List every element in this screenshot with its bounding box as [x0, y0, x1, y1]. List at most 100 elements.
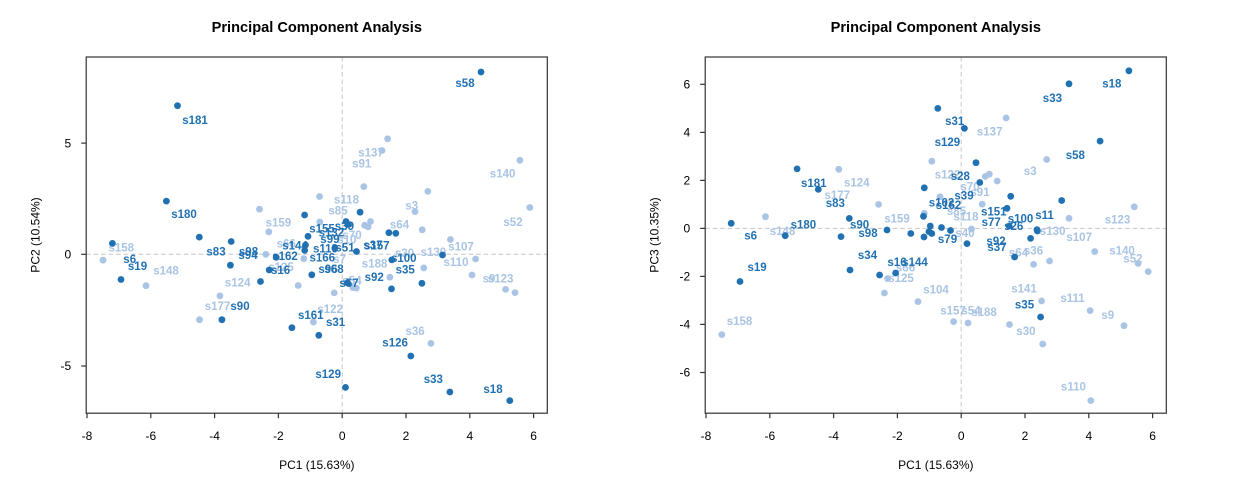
svg-text:s123: s123 [1105, 215, 1131, 227]
svg-text:s140: s140 [490, 169, 516, 181]
svg-text:0: 0 [684, 222, 691, 236]
svg-text:s19: s19 [748, 262, 767, 274]
svg-text:s77: s77 [982, 217, 1001, 229]
svg-text:s104: s104 [923, 284, 949, 296]
svg-text:5: 5 [65, 136, 72, 150]
svg-text:6: 6 [1149, 429, 1156, 443]
svg-text:s123: s123 [488, 273, 514, 285]
svg-text:s85: s85 [947, 206, 967, 218]
svg-text:s107: s107 [1066, 232, 1092, 244]
svg-text:s107: s107 [448, 242, 474, 254]
svg-text:s119: s119 [313, 244, 338, 256]
svg-text:s83: s83 [206, 246, 225, 258]
svg-text:s39: s39 [335, 221, 354, 233]
svg-text:s157: s157 [364, 241, 390, 253]
svg-text:2: 2 [1022, 429, 1029, 443]
svg-text:s36: s36 [406, 326, 425, 338]
svg-text:s151: s151 [981, 207, 1007, 219]
svg-text:s96: s96 [318, 264, 337, 276]
svg-text:PC2 (10.54%): PC2 (10.54%) [28, 197, 42, 272]
svg-text:s52: s52 [503, 217, 522, 229]
svg-text:-4: -4 [828, 429, 839, 443]
svg-text:6: 6 [684, 78, 691, 92]
svg-text:s68: s68 [324, 264, 344, 276]
svg-text:s159: s159 [884, 213, 910, 225]
svg-text:s181: s181 [182, 115, 208, 127]
svg-text:4: 4 [1085, 429, 1092, 443]
svg-text:s94: s94 [238, 250, 258, 262]
svg-text:s141: s141 [1011, 284, 1037, 296]
svg-text:s111: s111 [1060, 293, 1085, 305]
svg-text:s6: s6 [744, 231, 757, 243]
svg-text:s90: s90 [230, 301, 249, 313]
svg-text:-8: -8 [701, 429, 712, 443]
svg-text:s92: s92 [986, 236, 1005, 248]
svg-text:s66: s66 [277, 238, 296, 250]
svg-text:s54: s54 [961, 306, 981, 318]
svg-text:s148: s148 [770, 226, 796, 238]
svg-text:s70: s70 [342, 230, 361, 242]
svg-text:Principal Component Analysis: Principal Component Analysis [212, 20, 422, 36]
svg-text:s124: s124 [844, 178, 870, 190]
svg-text:-6: -6 [680, 366, 691, 380]
svg-text:s100: s100 [1008, 214, 1034, 226]
svg-text:s66: s66 [896, 263, 915, 275]
svg-text:s52: s52 [1123, 253, 1142, 265]
svg-text:s39: s39 [954, 190, 973, 202]
svg-text:s9: s9 [483, 273, 496, 285]
svg-text:s31: s31 [326, 317, 346, 329]
svg-text:-4: -4 [209, 429, 220, 443]
svg-text:s30: s30 [395, 248, 414, 260]
svg-text:s10: s10 [337, 234, 356, 246]
svg-text:PC3 (10.35%): PC3 (10.35%) [647, 197, 661, 272]
svg-text:s57: s57 [339, 278, 358, 290]
svg-text:s28: s28 [951, 171, 971, 183]
svg-text:-5: -5 [61, 359, 72, 373]
svg-text:s102: s102 [929, 197, 955, 209]
svg-text:s85: s85 [328, 206, 348, 218]
svg-text:-8: -8 [82, 429, 93, 443]
svg-text:-2: -2 [273, 429, 284, 443]
svg-text:s3: s3 [1024, 166, 1037, 178]
svg-text:s137: s137 [358, 148, 384, 160]
svg-text:s18: s18 [1102, 78, 1122, 90]
svg-text:-2: -2 [680, 270, 691, 284]
svg-text:6: 6 [530, 429, 537, 443]
svg-text:s118: s118 [954, 212, 980, 224]
svg-text:s34: s34 [858, 250, 878, 262]
svg-text:s33: s33 [424, 374, 443, 386]
svg-text:s33: s33 [1043, 93, 1062, 105]
svg-text:s79: s79 [938, 234, 957, 246]
svg-text:PC1 (15.63%): PC1 (15.63%) [279, 458, 354, 472]
svg-text:s166: s166 [310, 253, 336, 265]
svg-text:2: 2 [403, 429, 410, 443]
svg-text:s90: s90 [850, 220, 869, 232]
svg-text:Principal Component Analysis: Principal Component Analysis [831, 20, 1041, 36]
svg-text:s98: s98 [858, 228, 878, 240]
svg-text:s70: s70 [960, 181, 979, 193]
svg-text:s91: s91 [352, 159, 372, 171]
svg-text:s100: s100 [391, 253, 417, 265]
svg-text:s177: s177 [825, 190, 851, 202]
svg-text:s148: s148 [153, 266, 179, 278]
svg-text:s91: s91 [970, 187, 990, 199]
svg-text:s99: s99 [320, 234, 339, 246]
svg-text:s3: s3 [405, 201, 418, 213]
svg-text:PC1 (15.63%): PC1 (15.63%) [898, 458, 973, 472]
svg-text:s129: s129 [315, 369, 341, 381]
svg-text:s110: s110 [1061, 382, 1086, 394]
svg-text:s35: s35 [396, 265, 416, 277]
svg-text:s157: s157 [940, 306, 966, 318]
svg-text:s6: s6 [123, 254, 136, 266]
svg-text:s181: s181 [801, 178, 827, 190]
svg-text:s36: s36 [1024, 246, 1043, 258]
svg-text:s129: s129 [935, 137, 961, 149]
svg-text:s37: s37 [363, 240, 382, 252]
svg-text:s30: s30 [1016, 326, 1035, 338]
svg-text:s58: s58 [455, 78, 475, 90]
svg-text:s9: s9 [1101, 310, 1114, 322]
svg-text:s188: s188 [362, 259, 388, 271]
svg-text:-6: -6 [764, 429, 775, 443]
svg-text:s162: s162 [272, 251, 298, 263]
svg-text:s122: s122 [317, 304, 343, 316]
